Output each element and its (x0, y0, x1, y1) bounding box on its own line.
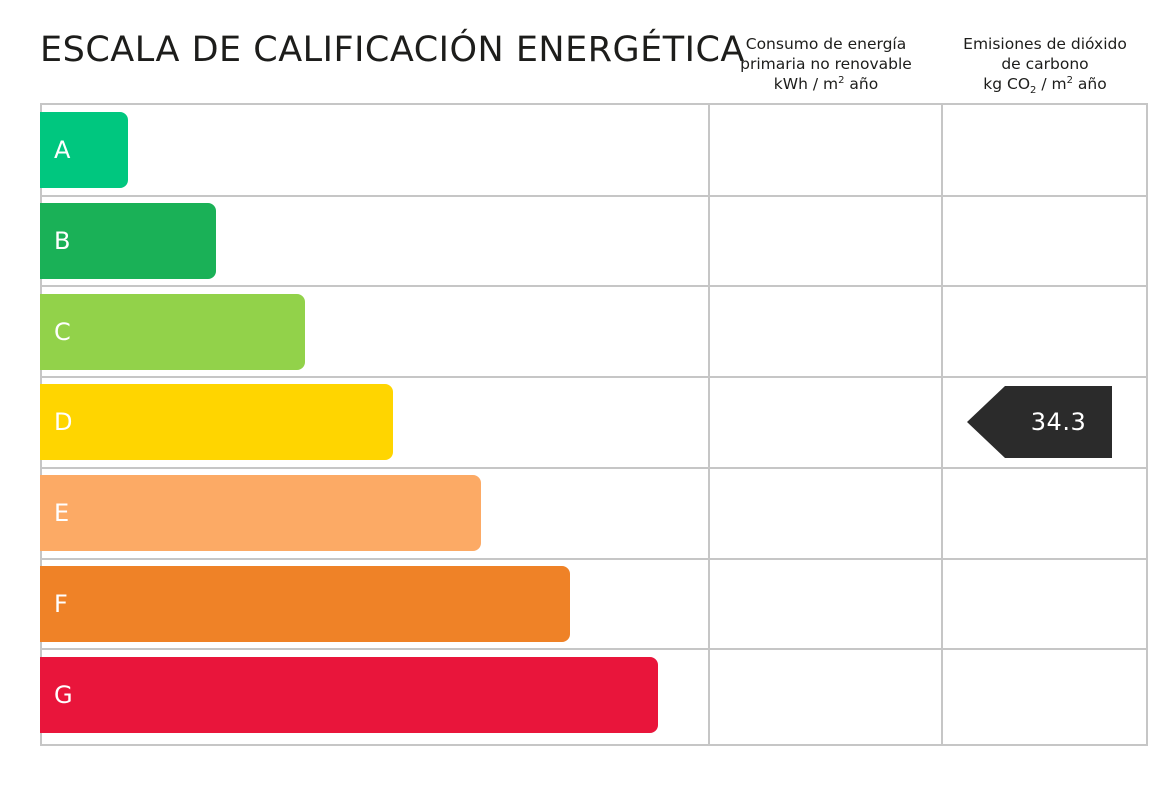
consumo-unit-prefix: kWh / m (773, 75, 839, 93)
grid-divider-consumo (708, 103, 710, 746)
rating-bar-label: A (54, 136, 71, 165)
row-separator (40, 376, 1148, 379)
consumo-header-unit: kWh / m2 año (710, 74, 942, 94)
emisiones-column-header: Emisiones de dióxido de carbono kg CO2 /… (942, 34, 1148, 97)
rating-bar-a: A (40, 112, 128, 189)
rating-bar-e: E (40, 475, 482, 552)
consumo-unit-sup: 2 (838, 74, 845, 86)
marker-arrow-shape (967, 386, 1112, 459)
rating-bar-d: D (40, 384, 393, 461)
chart-title: ESCALA DE CALIFICACIÓN ENERGÉTICA (40, 30, 745, 70)
rating-bar-b: B (40, 203, 217, 280)
rating-bar-g: G (40, 656, 658, 733)
consumo-unit-suffix: año (844, 75, 879, 93)
emisiones-header-line2: de carbono (1001, 55, 1089, 73)
consumo-column-header: Consumo de energía primaria no renovable… (710, 34, 942, 94)
emisiones-unit-sup: 2 (1066, 74, 1073, 86)
emisiones-rating-value: 34.3 (1030, 408, 1087, 437)
emisiones-unit-sub: 2 (1030, 85, 1037, 97)
emisiones-unit-suffix: año (1072, 75, 1107, 93)
row-separator (40, 194, 1148, 197)
emisiones-header-line1: Emisiones de dióxido (963, 35, 1127, 53)
rating-bar-label: E (54, 499, 70, 528)
rating-bar-label: C (54, 317, 71, 346)
row-separator (40, 285, 1148, 288)
rating-bar-label: B (54, 227, 71, 256)
rating-bar-label: F (54, 589, 68, 618)
row-separator (40, 557, 1148, 560)
consumo-header-line1: Consumo de energía (745, 35, 907, 53)
row-separator (40, 648, 1148, 651)
emisiones-unit-mid: / m (1036, 75, 1067, 93)
rating-bar-f: F (40, 565, 570, 642)
row-separator (40, 466, 1148, 469)
emisiones-unit-prefix: kg CO (983, 75, 1031, 93)
rating-bar-label: D (54, 408, 73, 437)
grid-divider-emisiones (941, 103, 943, 746)
consumo-header-line2: primaria no renovable (740, 55, 912, 73)
emisiones-header-unit: kg CO2 / m2 año (942, 74, 1148, 97)
rating-bar-c: C (40, 293, 305, 370)
rating-bar-label: G (54, 680, 73, 709)
emisiones-rating-marker: 34.3 (967, 386, 1112, 459)
